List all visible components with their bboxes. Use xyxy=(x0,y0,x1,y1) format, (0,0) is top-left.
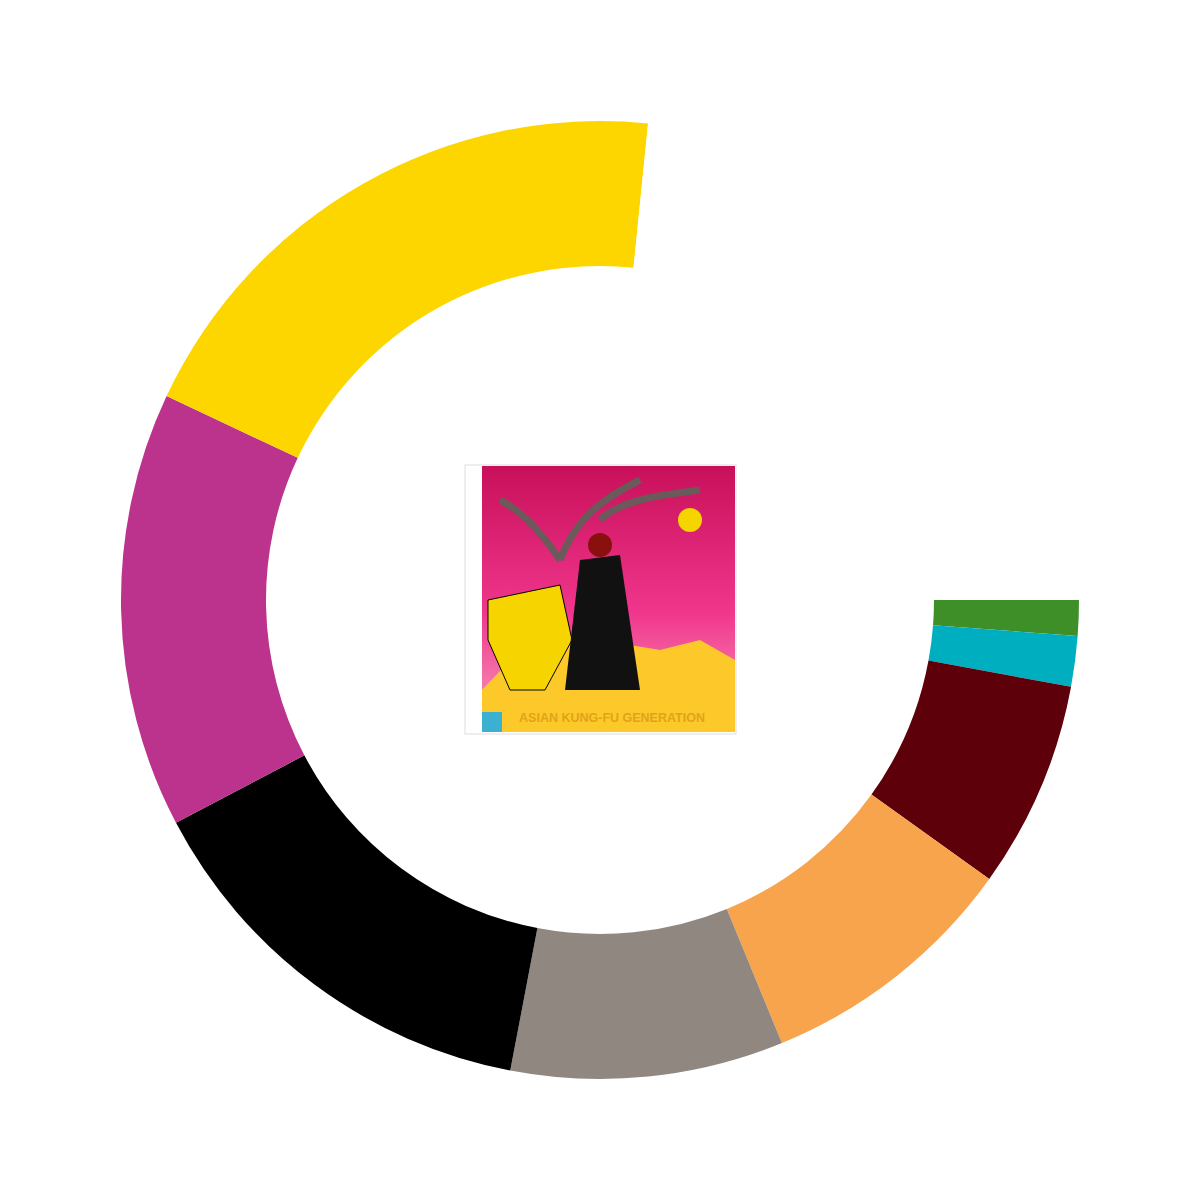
cover-deer xyxy=(488,585,572,690)
chart-root: ASIAN KUNG-FU GENERATION xyxy=(0,0,1200,1200)
album-cover xyxy=(465,465,736,734)
cover-sun xyxy=(678,508,702,532)
annotation: ASIAN KUNG-FU GENERATION xyxy=(519,711,705,725)
cover-tree xyxy=(500,480,700,560)
slice xyxy=(510,909,782,1079)
slices xyxy=(121,121,1079,1079)
cover-frame xyxy=(465,465,736,734)
chart-svg: ASIAN KUNG-FU GENERATION xyxy=(0,0,1200,1200)
slice xyxy=(121,396,304,823)
cover-figure xyxy=(565,555,640,690)
slice xyxy=(176,755,537,1070)
cover-wave xyxy=(482,712,502,732)
slice xyxy=(167,121,648,458)
cover-sky xyxy=(482,466,735,732)
cover-hair xyxy=(588,533,612,557)
